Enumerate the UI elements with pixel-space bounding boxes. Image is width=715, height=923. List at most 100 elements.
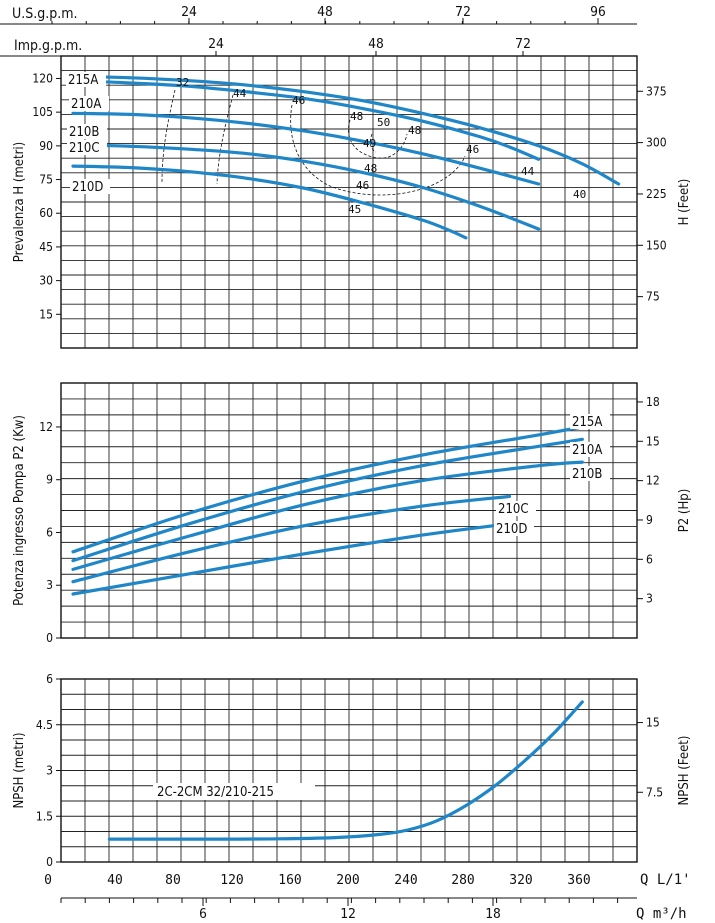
efficiency-label: 48 [350, 110, 363, 123]
series-label-bg [69, 96, 109, 111]
us-gpm-tick-label: 24 [181, 5, 197, 20]
q-lmin-tick-label: 120 [220, 873, 243, 888]
y-tick-label: 120 [32, 71, 53, 85]
y-right-tick-label: 75 [646, 290, 660, 304]
y-right-tick-label: 3 [646, 592, 653, 606]
efficiency-label: 40 [573, 188, 586, 201]
us-gpm-tick-label: 72 [455, 5, 471, 20]
y-right-tick-label: 6 [646, 552, 653, 566]
curve-215a [71, 74, 621, 186]
y-right-tick-label: 15 [646, 434, 660, 448]
q-lmin-tick-label: 160 [278, 873, 301, 888]
y-right-tick-label: 225 [646, 187, 667, 201]
y-tick-label: 3 [46, 578, 53, 592]
y-right-tick-label: 15 [646, 716, 660, 730]
y-tick-label: 9 [46, 473, 53, 487]
y-tick-label: 105 [32, 105, 53, 119]
y-tick-label: 3 [46, 764, 53, 778]
y-right-tick-label: 150 [646, 238, 667, 252]
series-label-bg [570, 414, 610, 429]
curve-210c [71, 143, 541, 231]
y-tick-label: 4.5 [36, 718, 53, 732]
us-gpm-tick-label: 96 [590, 5, 606, 20]
series-label-bg [67, 124, 107, 139]
efficiency-label: 46 [356, 179, 369, 192]
q-lmin-tick-label: 80 [165, 873, 181, 888]
series-label-bg [70, 179, 110, 194]
y-right-tick-label: 9 [646, 513, 653, 527]
q-lmin-tick-label: 320 [509, 873, 532, 888]
series-label-bg [496, 501, 536, 516]
curve-210a [71, 79, 541, 161]
efficiency-label: 46 [292, 94, 305, 107]
series-label-215a: 215A [68, 73, 98, 88]
series-label-bg [66, 72, 106, 87]
series-label-215a: 215A [572, 415, 602, 430]
q-m3h-tick-label: 6 [199, 907, 207, 922]
y-tick-label: 0 [46, 855, 53, 869]
q-lmin-tick-label: 280 [451, 873, 474, 888]
y-right-tick-label: 12 [646, 474, 660, 488]
curve-210d [71, 164, 468, 240]
y-tick-label: 75 [39, 173, 53, 187]
imp-gpm-tick-label: 24 [208, 37, 224, 52]
series-label-bg [570, 442, 610, 457]
series-label-bg [494, 521, 534, 536]
efficiency-label: 45 [348, 203, 361, 216]
y-tick-label: 6 [46, 672, 53, 686]
y-tick-label: 0 [46, 631, 53, 645]
q-lmin-tick-label: 240 [394, 873, 417, 888]
efficiency-iso-line [161, 89, 176, 183]
curve-210d [71, 522, 512, 596]
series-label-210d: 210D [72, 180, 103, 195]
curve-210a [71, 437, 584, 563]
y-axis-label: Prevalenza H (metri) [12, 142, 27, 262]
efficiency-label: 44 [233, 87, 247, 100]
imp-gpm-tick-label: 48 [368, 37, 384, 52]
y-tick-label: 15 [39, 307, 53, 321]
y-tick-label: 90 [39, 139, 53, 153]
curve-210b [71, 111, 541, 186]
y-right-tick-label: 18 [646, 395, 660, 409]
y-right-axis-label: H (Feet) [677, 179, 692, 226]
y-tick-label: 12 [39, 420, 53, 434]
npsh-title: 2C-2CM 32/210-215 [157, 785, 274, 800]
curve-npsh [107, 700, 584, 841]
efficiency-label: 32 [176, 76, 189, 89]
series-label-bg [67, 140, 107, 155]
q-lmin-tick-label: 0 [44, 873, 52, 888]
efficiency-label: 46 [466, 143, 479, 156]
y-axis-label: NPSH (metri) [12, 732, 27, 808]
y-tick-label: 1.5 [36, 809, 53, 823]
y-right-tick-label: 300 [646, 136, 667, 150]
efficiency-label: 48 [364, 162, 377, 175]
series-label-bg [570, 466, 610, 481]
y-right-axis-label: NPSH (Feet) [677, 736, 692, 806]
q-lmin-tick-label: 200 [336, 873, 359, 888]
series-label-210c: 210C [69, 141, 100, 156]
chart-curves [71, 74, 621, 841]
curve-210b [71, 460, 584, 571]
efficiency-label: 49 [363, 137, 376, 150]
chart-grid [0, 18, 643, 906]
imp-gpm-tick-label: 72 [515, 37, 531, 52]
efficiency-label: 44 [521, 165, 535, 178]
y-tick-label: 30 [39, 274, 53, 288]
efficiency-iso-line [369, 133, 377, 153]
y-right-tick-label: 375 [646, 84, 667, 98]
y-right-axis-label: P2 (Hp) [677, 489, 692, 533]
efficiency-iso-line [348, 119, 408, 159]
us-gpm-tick-label: 48 [317, 5, 333, 20]
q-m3h-tick-label: 12 [340, 907, 356, 922]
y-tick-label: 45 [39, 240, 53, 254]
efficiency-iso-line [290, 104, 466, 196]
y-tick-label: 6 [46, 525, 53, 539]
q-lmin-label: Q L/1' [640, 872, 691, 888]
efficiency-label: 48 [408, 124, 421, 137]
series-label-210c: 210C [498, 502, 529, 517]
y-tick-label: 60 [39, 206, 53, 220]
chart-text: 15304560759010512075150225300375Prevalen… [12, 5, 692, 922]
series-label-210a: 210A [572, 443, 602, 458]
series-label-210b: 210B [572, 467, 602, 482]
